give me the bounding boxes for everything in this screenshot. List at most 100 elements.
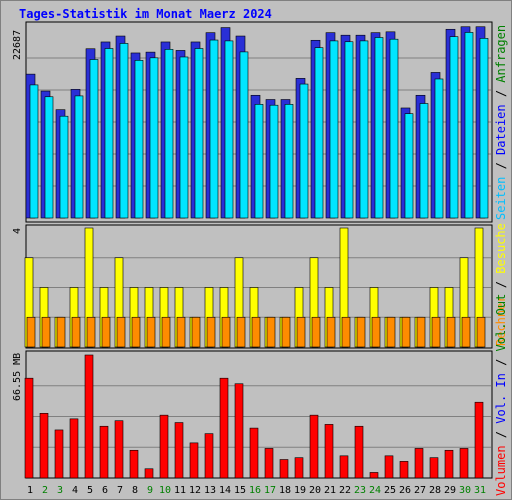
visits-ymax-label: 4 [12, 228, 23, 234]
day-label: 9 [147, 485, 153, 496]
rechner-bar [446, 316, 456, 348]
rechner-bar [476, 316, 486, 348]
dateien-bar [179, 56, 189, 219]
volumen-bar [144, 468, 154, 479]
day-label: 26 [399, 485, 411, 496]
volumen-bar [294, 457, 304, 479]
rechner-bar [26, 316, 36, 348]
volumen-bar [39, 413, 49, 479]
dateien-bar [419, 103, 429, 219]
dateien-bar [194, 48, 204, 219]
day-label: 29 [444, 485, 456, 496]
day-label: 7 [117, 485, 123, 496]
volumen-bar [279, 459, 289, 479]
day-label: 14 [219, 485, 231, 496]
day-label: 22 [339, 485, 351, 496]
dateien-bar [389, 38, 399, 219]
rechner-bar [431, 316, 441, 348]
dateien-bar [449, 36, 459, 219]
day-label: 23 [354, 485, 366, 496]
day-label: 3 [57, 485, 63, 496]
volumen-bar [159, 414, 169, 479]
volumen-bar [114, 420, 124, 479]
day-label: 31 [474, 485, 486, 496]
dateien-bar [149, 57, 159, 219]
day-label: 16 [249, 485, 261, 496]
volumen-bar [24, 377, 34, 479]
rechner-bar [191, 316, 201, 348]
rechner-bar [266, 316, 276, 348]
dateien-bar [434, 78, 444, 219]
legend-entry: Vol. Out [494, 294, 508, 352]
legend-entry: Anfragen [494, 25, 508, 83]
volumen-bar [474, 401, 484, 479]
rechner-bar [281, 316, 291, 348]
volumen-bar [354, 425, 364, 479]
day-label: 27 [414, 485, 426, 496]
volumen-bar [459, 448, 469, 479]
day-label: 28 [429, 485, 441, 496]
dateien-bar [374, 37, 384, 219]
day-label: 20 [309, 485, 321, 496]
volumen-bar [99, 425, 109, 479]
volumen-bar [399, 461, 409, 479]
dateien-bar [329, 40, 339, 219]
day-label: 1 [27, 485, 33, 496]
volumen-bar [339, 455, 349, 479]
dateien-bar [224, 40, 234, 219]
dateien-bar [134, 60, 144, 219]
rechner-bar [146, 316, 156, 348]
legend-separator: / [494, 424, 508, 446]
dateien-bar [269, 104, 279, 219]
day-label: 13 [204, 485, 216, 496]
volumen-bar [324, 424, 334, 479]
rechner-bar [311, 316, 321, 348]
rechner-bar [56, 316, 66, 348]
legend-separator: / [494, 155, 508, 177]
dateien-bar [344, 41, 354, 219]
legend-entry: Besuche [494, 223, 508, 274]
rechner-bar [86, 316, 96, 348]
visits-legend: Rechner / Besuche [494, 223, 508, 346]
day-label: 24 [369, 485, 381, 496]
volume-ymax-label: 66.55 MB [12, 353, 23, 401]
legend-entry: Seiten [494, 177, 508, 220]
rechner-bar [251, 316, 261, 348]
rechner-bar [221, 316, 231, 348]
rechner-bar [236, 316, 246, 348]
volumen-bar [189, 442, 199, 479]
volumen-bar [249, 427, 259, 479]
volumen-bar [264, 448, 274, 479]
rechner-bar [326, 316, 336, 348]
rechner-bar [416, 316, 426, 348]
day-label: 21 [324, 485, 336, 496]
dateien-bar [209, 39, 219, 219]
rechner-bar [371, 316, 381, 348]
legend-separator: / [494, 274, 508, 296]
day-label: 15 [234, 485, 246, 496]
volumen-bar [309, 414, 319, 479]
rechner-bar [176, 316, 186, 348]
day-label: 5 [87, 485, 93, 496]
rechner-bar [206, 316, 216, 348]
volumen-bar [204, 433, 214, 479]
volumen-bar [174, 422, 184, 479]
day-label: 2 [42, 485, 48, 496]
rechner-bar [41, 316, 51, 348]
dateien-bar [284, 104, 294, 219]
volumen-bar [429, 457, 439, 479]
volumen-bar [129, 449, 139, 479]
dateien-bar [239, 51, 249, 219]
legend-separator: / [494, 83, 508, 105]
volumen-bar [444, 449, 454, 479]
day-label: 19 [294, 485, 306, 496]
rechner-bar [461, 316, 471, 348]
volumen-bar [234, 383, 244, 479]
day-label: 30 [459, 485, 471, 496]
dateien-bar [119, 43, 129, 219]
volumen-bar [84, 354, 94, 479]
day-label: 18 [279, 485, 291, 496]
volumen-bar [69, 418, 79, 479]
dateien-bar [299, 83, 309, 219]
rechner-bar [131, 316, 141, 348]
